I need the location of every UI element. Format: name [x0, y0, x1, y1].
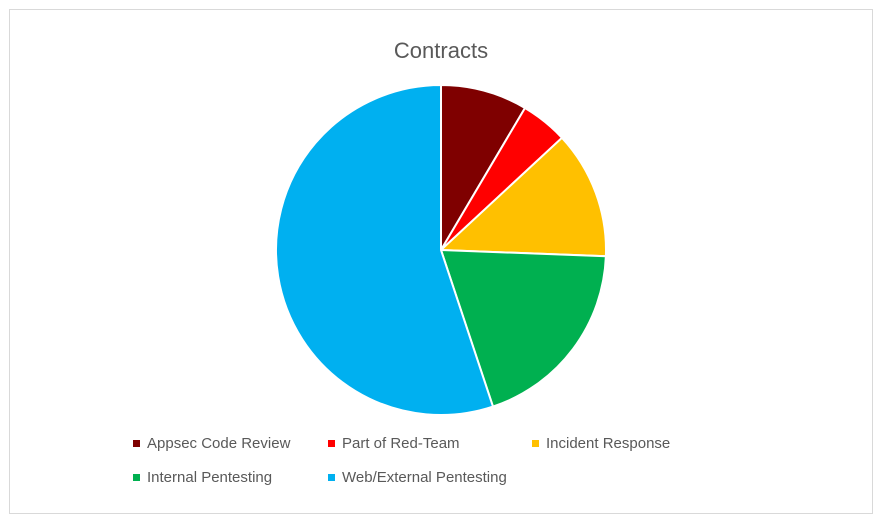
- legend-item-web-external-pentesting: Web/External Pentesting: [328, 468, 588, 486]
- legend-label: Part of Red-Team: [342, 434, 460, 452]
- legend-label: Incident Response: [546, 434, 671, 452]
- legend-label: Web/External Pentesting: [342, 468, 507, 486]
- legend-swatch: [532, 439, 539, 447]
- legend-swatch: [133, 439, 140, 447]
- legend-label: Internal Pentesting: [147, 468, 273, 486]
- legend-swatch: [328, 473, 335, 481]
- legend-swatch: [133, 473, 140, 481]
- legend-item-part-of-red-team: Part of Red-Team: [328, 434, 532, 452]
- chart-legend: Appsec Code Review Part of Red-Team Inci…: [133, 434, 753, 486]
- pie-slice-internal-pentesting: [439, 248, 607, 408]
- legend-swatch: [328, 439, 335, 447]
- legend-label: Appsec Code Review: [147, 434, 291, 452]
- pie-slice-appsec-code-review: [440, 83, 527, 254]
- legend-item-internal-pentesting: Internal Pentesting: [133, 468, 328, 486]
- pie-slice-incident-response: [438, 136, 607, 258]
- legend-item-incident-response: Incident Response: [532, 434, 732, 452]
- legend-item-appsec-code-review: Appsec Code Review: [133, 434, 328, 452]
- chart-title: Contracts: [393, 38, 489, 63]
- pie-slice-web-external-pentesting: [275, 83, 495, 416]
